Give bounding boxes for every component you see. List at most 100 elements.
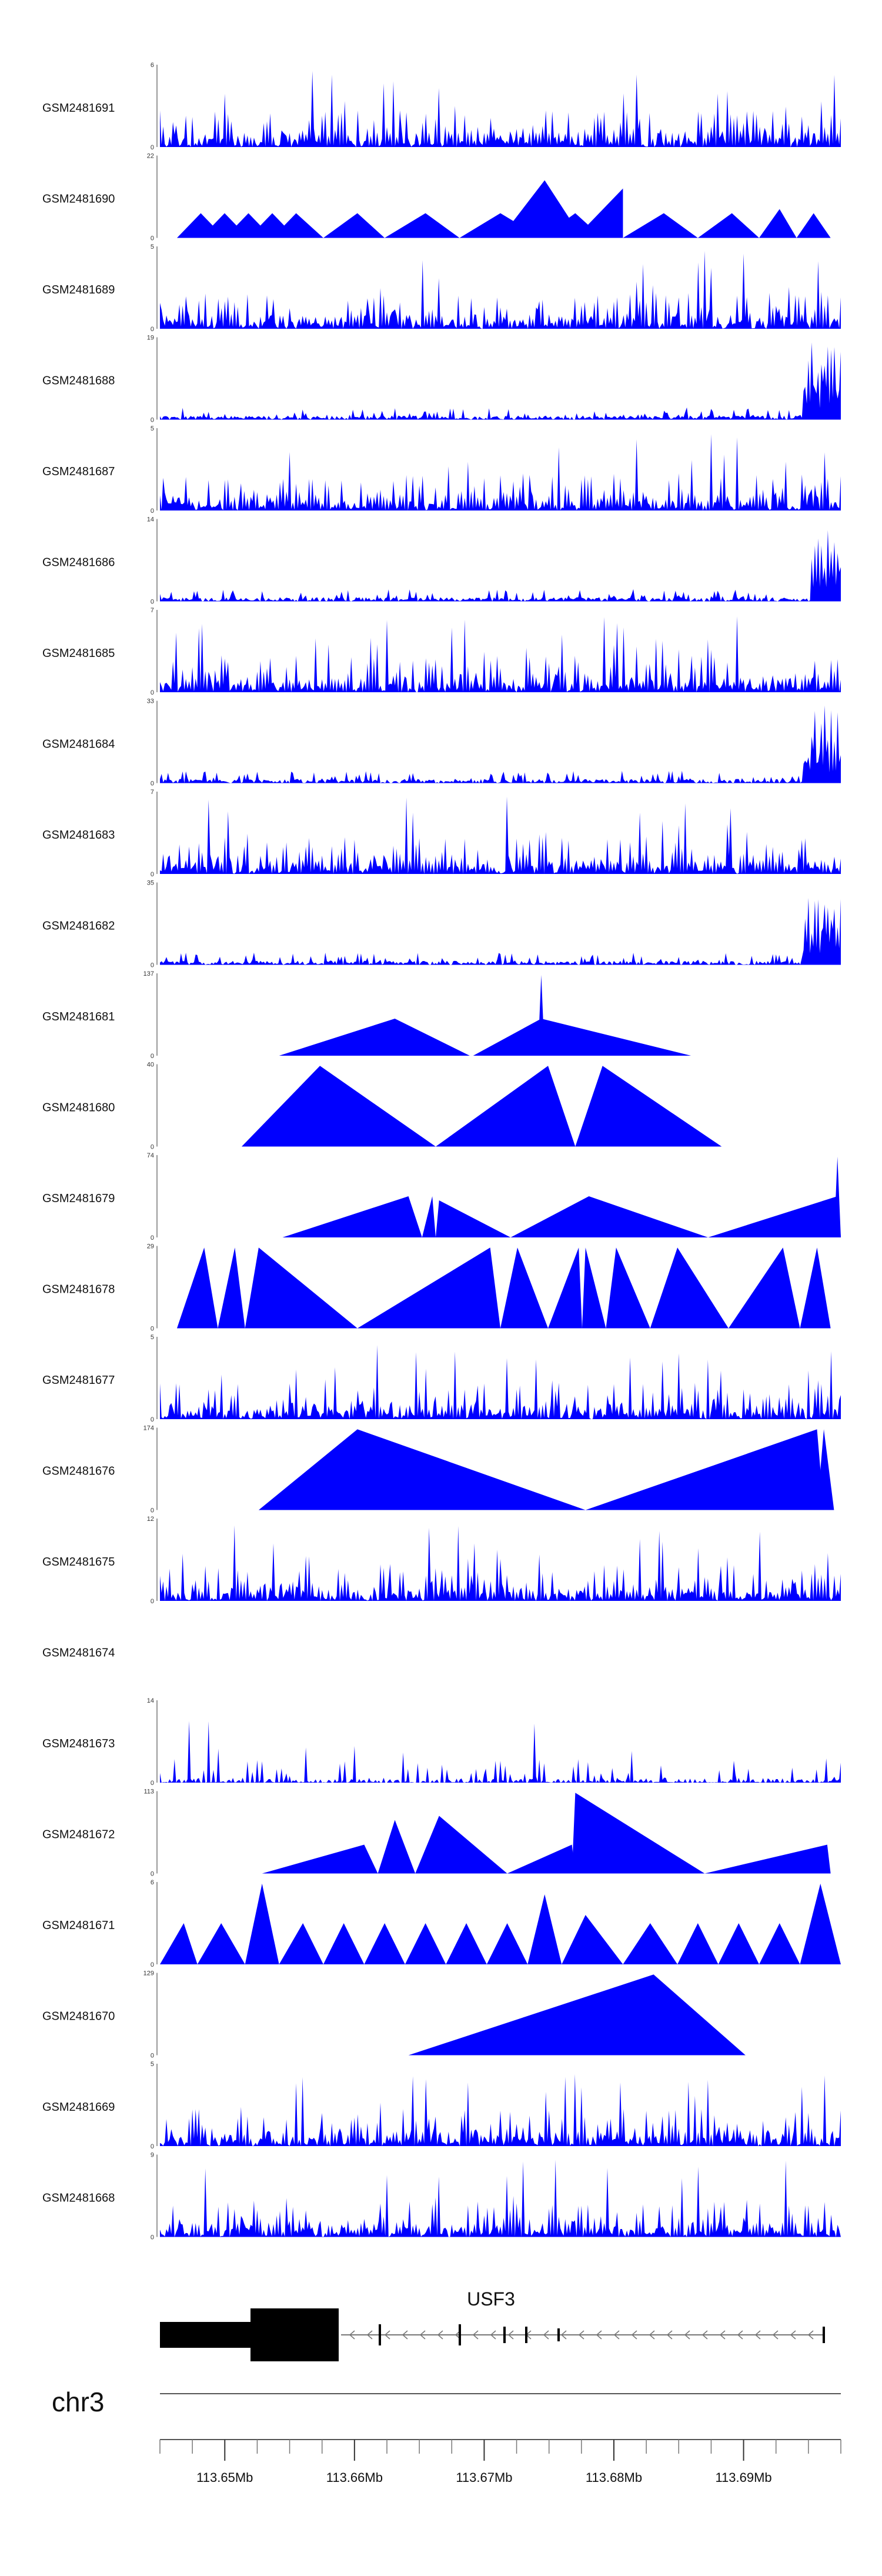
coverage-peak [796,213,831,238]
track-GSM2481691: GSM2481691 6 0 [42,62,841,151]
y-min-label: 0 [151,689,154,696]
coverage-peak [800,1883,841,1964]
track-GSM2481670: GSM2481670 129 0 [42,1970,746,2060]
track-label: GSM2481684 [42,738,115,751]
coverage-peak [415,1816,507,1874]
y-max-label: 33 [147,698,154,705]
strand-arrow-icon [384,2330,390,2340]
axis-tick-label: 113.66Mb [326,2470,383,2485]
track-GSM2481681: GSM2481681 137 0 [42,970,691,1060]
coverage-peak [197,1923,245,1964]
y-max-label: 7 [151,607,154,614]
track-label: GSM2481686 [42,556,115,569]
y-min-label: 0 [151,1507,154,1514]
y-max-label: 12 [147,1516,154,1523]
coverage-area [160,897,841,965]
y-min-label: 0 [151,1053,154,1060]
coverage-peak [728,1247,800,1329]
coverage-peak [435,1200,511,1237]
track-GSM2481684: GSM2481684 33 0 [42,698,841,788]
coverage-peak [575,1066,722,1147]
track-label: GSM2481669 [42,2101,115,2114]
coverage-peak [408,1974,746,2056]
y-max-label: 14 [147,1697,154,1704]
y-max-label: 40 [147,1062,154,1069]
exon-utr [160,2322,252,2348]
track-GSM2481669: GSM2481669 5 0 [42,2061,841,2150]
coverage-peak [650,1247,729,1329]
axis-tick-label: 113.69Mb [715,2470,771,2485]
track-GSM2481675: GSM2481675 12 0 [42,1516,841,1605]
track-GSM2481671: GSM2481671 6 0 [42,1879,841,1968]
strand-arrow-icon [772,2330,779,2340]
chromosome-label: chr3 [52,2387,104,2417]
coverage-peak [218,1247,245,1329]
track-label: GSM2481691 [42,102,115,115]
coverage-peak [575,188,623,238]
coverage-peak [582,1247,606,1329]
data-tracks: GSM248169160GSM2481690220GSM248168950GSM… [42,62,841,2241]
y-max-label: 5 [151,425,154,432]
coverage-peak [262,1844,378,1874]
coverage-area [160,1525,841,1601]
gene-track: USF3 [160,2288,825,2361]
coverage-peak [486,1923,528,1964]
genome-axis: 113.65Mb 113.66Mb 113.67Mb 113.68Mb 113.69Mb [159,2439,841,2485]
coverage-area [160,796,841,874]
gene-model [160,2308,825,2361]
y-min-label: 0 [151,1416,154,1423]
coverage-peak [708,1196,841,1237]
coverage-peak [279,1019,470,1056]
track-GSM2481685: GSM2481685 7 0 [42,607,841,696]
coverage-peak [572,1793,705,1874]
coverage-peak [606,1247,650,1329]
track-GSM2481688: GSM2481688 19 0 [42,335,841,424]
coverage-area [160,616,841,692]
coverage-peak [800,1247,831,1329]
track-label: GSM2481672 [42,1828,115,1841]
coverage-peak [385,213,460,238]
coverage-peak [759,1923,800,1964]
y-max-label: 6 [151,62,154,69]
y-min-label: 0 [151,144,154,151]
coverage-area [160,530,841,602]
exon-small [557,2328,560,2341]
coverage-peak [245,1883,279,1964]
strand-arrow-icon [578,2330,584,2340]
y-min-label: 0 [151,417,154,424]
track-GSM2481690: GSM2481690 22 0 [42,153,831,242]
strand-arrow-icon [613,2330,620,2340]
gene-label: USF3 [467,2288,515,2310]
strand-arrow-icon [666,2330,673,2340]
track-label: GSM2481685 [42,647,115,660]
strand-arrow-icon [349,2330,355,2340]
coverage-peak [176,1247,218,1329]
strand-arrow-icon [807,2330,814,2340]
y-max-label: 22 [147,153,154,160]
exon-small [525,2327,527,2343]
strand-arrow-icon [402,2330,408,2340]
y-max-label: 5 [151,243,154,251]
y-max-label: 29 [147,1243,154,1250]
coverage-peak [562,1915,623,1964]
track-GSM2481686: GSM2481686 14 0 [42,516,841,606]
coverage-peak [282,1196,422,1237]
coverage-peak [817,1429,834,1510]
coverage-peak [473,1019,691,1056]
coverage-peak [718,1923,760,1964]
y-min-label: 0 [151,871,154,878]
track-GSM2481676: GSM2481676 174 0 [42,1425,834,1514]
coverage-area [160,1345,841,1419]
coverage-peak [323,1923,365,1964]
y-max-label: 35 [147,880,154,887]
coverage-area [160,71,841,147]
strand-arrow-icon [631,2330,637,2340]
y-min-label: 0 [151,1144,154,1151]
track-GSM2481677: GSM2481677 5 0 [42,1334,841,1423]
track-label: GSM2481683 [42,829,115,842]
chromosome-track: chr3 [52,2387,841,2417]
y-max-label: 9 [151,2152,154,2159]
track-GSM2481683: GSM2481683 7 0 [42,789,841,878]
y-min-label: 0 [151,2143,154,2150]
track-label: GSM2481681 [42,1010,115,1023]
